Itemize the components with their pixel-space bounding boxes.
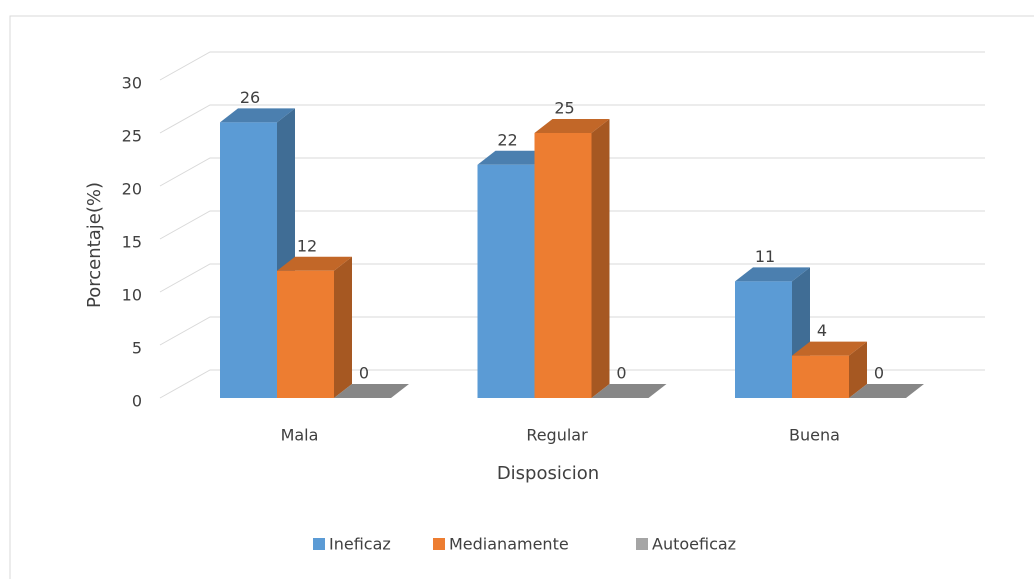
- data-label: 4: [817, 321, 827, 340]
- bar-front: [220, 122, 277, 399]
- bar-front: [277, 270, 334, 398]
- data-label: 0: [874, 364, 884, 383]
- data-label: 12: [297, 236, 317, 255]
- y-tick-label: 15: [122, 233, 142, 252]
- bar-top: [591, 384, 667, 398]
- legend-label: Autoeficaz: [652, 535, 736, 554]
- y-tick-label: 5: [132, 339, 142, 358]
- x-tick-label: Mala: [281, 426, 319, 445]
- data-label: 0: [359, 364, 369, 383]
- bar: [334, 384, 409, 398]
- y-tick-label: 25: [122, 127, 142, 146]
- data-label: 0: [616, 364, 626, 383]
- legend-swatch: [433, 538, 445, 550]
- bar-front: [477, 164, 535, 398]
- bar-top: [220, 108, 295, 123]
- grid-line: [159, 157, 985, 187]
- y-tick-label: 30: [122, 74, 142, 93]
- grid-line: [159, 210, 985, 240]
- x-axis-title: Disposicion: [497, 463, 599, 484]
- y-tick-label: 0: [132, 392, 142, 411]
- bar: [277, 256, 352, 398]
- data-label: 25: [554, 99, 574, 118]
- data-label: 26: [240, 88, 260, 107]
- bar-top: [277, 256, 352, 271]
- legend-swatch: [636, 538, 648, 550]
- legend-label: Ineficaz: [329, 535, 391, 554]
- bar: [792, 341, 867, 398]
- legend-label: Medianamente: [449, 535, 569, 554]
- bar-top: [334, 384, 409, 398]
- bar-top: [849, 384, 924, 398]
- y-tick-label: 20: [122, 180, 142, 199]
- bar-top: [477, 150, 553, 165]
- grid-line: [159, 51, 985, 81]
- bar-side: [591, 119, 610, 398]
- grid-line: [159, 369, 985, 399]
- y-tick-label: 10: [122, 286, 142, 305]
- grid-line: [159, 104, 985, 134]
- y-axis-title: Porcentaje(%): [84, 182, 105, 308]
- bar-top: [792, 341, 867, 356]
- bar-front: [792, 355, 849, 398]
- bar-top: [534, 119, 610, 133]
- x-tick-label: Buena: [789, 426, 840, 445]
- bar: [591, 384, 667, 398]
- bar: [849, 384, 924, 398]
- data-label: 11: [755, 247, 775, 266]
- legend-swatch: [313, 538, 325, 550]
- data-label: 22: [497, 130, 517, 149]
- bar-side: [849, 341, 867, 398]
- grid-line: [159, 263, 985, 293]
- x-tick-label: Regular: [526, 426, 588, 445]
- bar-top: [735, 267, 810, 282]
- bar-front: [735, 281, 792, 398]
- bar: [534, 119, 610, 398]
- grid-line: [159, 316, 985, 346]
- bar-front: [534, 133, 592, 398]
- bar-side: [334, 256, 352, 398]
